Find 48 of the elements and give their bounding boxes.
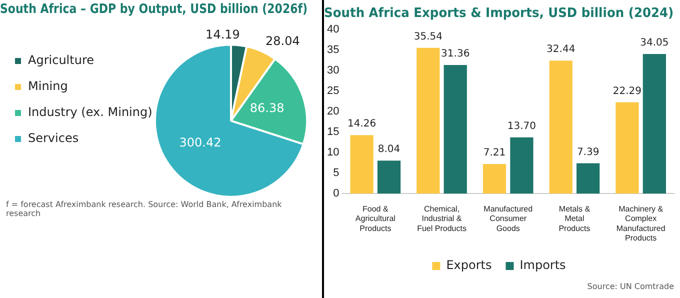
- legend-label: Exports: [446, 258, 492, 272]
- data-label: 35.54: [414, 31, 442, 42]
- data-label: 7.21: [483, 148, 506, 159]
- x-tick-label: Manufactured Consumer Goods: [484, 204, 533, 233]
- bar: [576, 163, 600, 194]
- legend-label: Industry (ex. Mining): [28, 105, 152, 120]
- x-tick-label: Chemical, Industrial & Fuel Products: [417, 204, 466, 233]
- data-label: 14.19: [206, 27, 240, 42]
- data-label: 28.04: [266, 34, 300, 48]
- y-tick-label: 30: [326, 64, 340, 77]
- bar: [549, 60, 572, 194]
- source-note: Source: UN Comtrade: [586, 282, 674, 291]
- y-tick-label: 15: [326, 126, 340, 138]
- y-tick-label: 40: [326, 24, 340, 36]
- data-label: 34.05: [640, 38, 669, 49]
- data-label: 300.42: [179, 135, 222, 150]
- data-label: 13.70: [507, 121, 536, 132]
- bar: [350, 135, 374, 194]
- data-label: 86.38: [250, 100, 284, 115]
- bar: [616, 102, 639, 194]
- legend-label: Services: [28, 131, 79, 146]
- x-tick-label: Metals & Metal Products: [558, 204, 591, 233]
- bar: [642, 54, 666, 194]
- chart-title: South Africa Exports & Imports, USD billion (2024): [324, 4, 674, 20]
- data-label: 8.04: [378, 144, 400, 156]
- x-tick-label: Food & Agricultural Products: [355, 204, 396, 233]
- bar: [416, 48, 440, 194]
- bar: [482, 164, 506, 194]
- data-label: 31.36: [441, 48, 470, 60]
- y-tick-label: 0: [333, 188, 340, 200]
- bar: [377, 160, 401, 194]
- y-tick-label: 5: [333, 167, 340, 180]
- y-tick-label: 10: [326, 146, 340, 159]
- bar: [510, 137, 534, 194]
- data-label: 14.26: [347, 118, 376, 130]
- bar: [444, 65, 467, 194]
- legend-label: Imports: [520, 258, 566, 272]
- y-tick-label: 25: [326, 85, 340, 98]
- legend-label: Agriculture: [28, 53, 94, 68]
- y-tick-label: 35: [326, 44, 340, 56]
- chart-title: South Africa – GDP by Output, USD billion (2026f): [0, 1, 308, 16]
- data-label: 7.39: [576, 146, 600, 158]
- legend-label: Mining: [28, 79, 68, 94]
- data-label: 22.29: [612, 86, 642, 97]
- data-label: 32.44: [546, 44, 576, 56]
- y-tick-label: 20: [326, 106, 340, 118]
- text: f = forecast Afreximbank research. Source: World Bank, Afreximbank research: [6, 200, 283, 218]
- x-tick-label: Machinery & Complex Manufactured Products: [616, 204, 666, 242]
